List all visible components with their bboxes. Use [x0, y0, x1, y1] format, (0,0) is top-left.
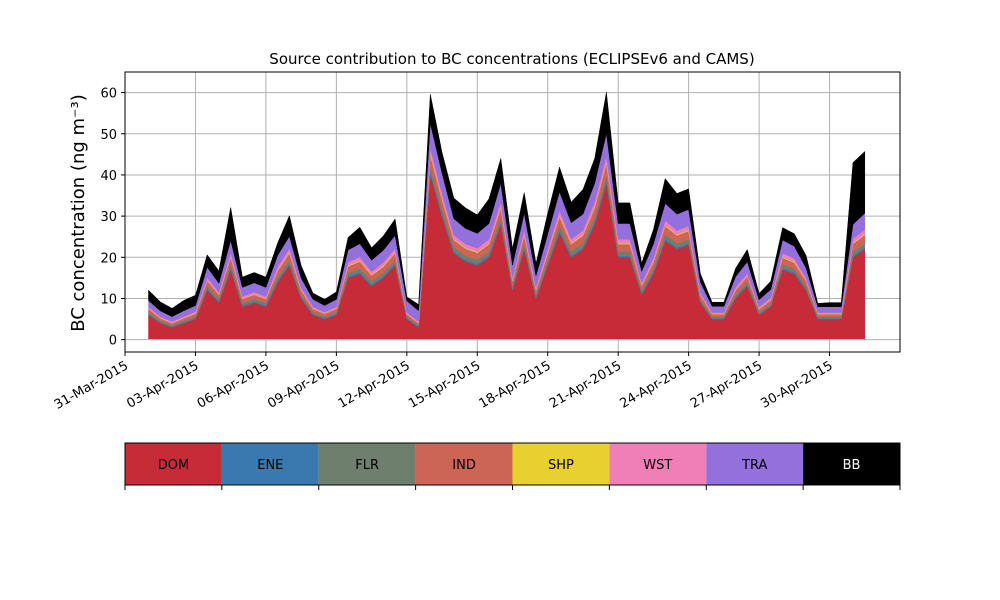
- legend-label-bb: BB: [843, 458, 861, 473]
- x-tick-label: 30-Apr-2015: [758, 358, 835, 411]
- chart-title: Source contribution to BC concentrations…: [269, 50, 754, 68]
- legend-label-ene: ENE: [257, 458, 283, 473]
- x-tick-label: 12-Apr-2015: [336, 358, 413, 411]
- x-axis: 31-Mar-201503-Apr-201506-Apr-201509-Apr-…: [52, 352, 836, 413]
- stacked-areas: [148, 91, 866, 341]
- y-axis-label: BC concentration (ng m⁻³): [68, 94, 89, 332]
- y-tick-label: 30: [100, 210, 117, 225]
- y-tick-label: 20: [100, 251, 117, 266]
- y-tick-label: 40: [100, 169, 117, 184]
- y-tick-label: 60: [100, 87, 117, 102]
- legend-swatch-shp: [512, 443, 610, 485]
- y-axis: 0 10 20 30 40 50 60: [100, 87, 125, 349]
- x-tick-label: 31-Mar-2015: [52, 358, 131, 412]
- x-tick-label: 21-Apr-2015: [547, 358, 624, 411]
- legend-swatch-dom: [125, 443, 222, 485]
- x-tick-label: 18-Apr-2015: [477, 358, 554, 411]
- x-tick-label: 09-Apr-2015: [265, 358, 342, 411]
- legend-label-ind: IND: [452, 458, 476, 473]
- y-tick-label: 10: [100, 292, 117, 307]
- legend-label-shp: SHP: [548, 458, 574, 473]
- legend-label-flr: FLR: [355, 458, 379, 473]
- legend-swatch-tra: [706, 443, 804, 485]
- plot-frame: [124, 71, 901, 353]
- x-tick-label: 15-Apr-2015: [406, 358, 483, 411]
- y-tick-label: 50: [100, 128, 117, 143]
- legend-swatch-ene: [221, 443, 319, 485]
- legend-swatch-wst: [609, 443, 707, 485]
- legend-swatch-bb: [803, 443, 900, 485]
- area-bb: [148, 91, 866, 317]
- legend-label-wst: WST: [643, 458, 672, 473]
- x-tick-label: 24-Apr-2015: [618, 358, 695, 411]
- legend-swatch-ind: [415, 443, 513, 485]
- x-tick-label: 27-Apr-2015: [688, 358, 765, 411]
- legend-colorbar: DOM ENE FLR IND SHP WST TRA BB: [124, 442, 901, 490]
- legend-swatch-flr: [318, 443, 416, 485]
- legend-label-dom: DOM: [158, 458, 189, 473]
- legend-label-tra: TRA: [741, 458, 767, 473]
- x-tick-label: 03-Apr-2015: [124, 358, 201, 411]
- y-tick-label: 0: [109, 334, 117, 349]
- x-tick-label: 06-Apr-2015: [195, 358, 272, 411]
